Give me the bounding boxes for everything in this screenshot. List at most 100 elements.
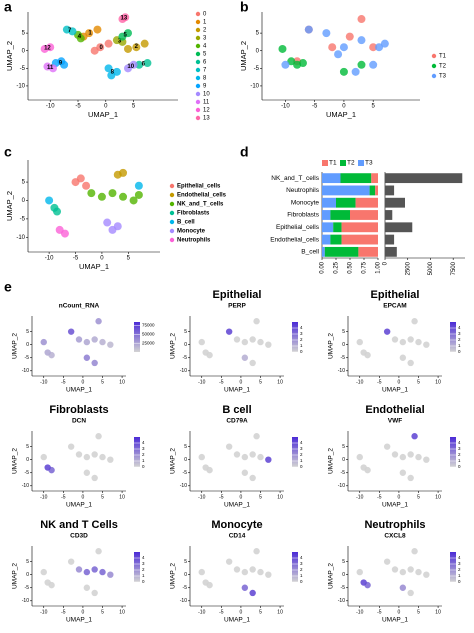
cell-point: [95, 548, 102, 555]
y-tick-label: -10: [250, 83, 259, 89]
point: [345, 32, 354, 41]
colorbar-label: 3: [458, 446, 461, 451]
y-tick-label: -5: [254, 66, 260, 72]
cell-point: [233, 451, 241, 458]
colorbar-label: 1: [458, 343, 461, 348]
colorbar: [292, 437, 298, 467]
legend-swatch: [195, 51, 201, 57]
cell-point: [241, 338, 249, 346]
legend-label: 13: [203, 116, 210, 122]
cell-point: [83, 584, 91, 591]
y-tick-label: 0: [342, 342, 345, 348]
x-tick-label: 5: [132, 104, 136, 110]
plot-title: NK and T Cells: [40, 519, 118, 531]
point: [278, 44, 287, 53]
colorbar-label: 2: [458, 452, 461, 457]
legend-label: Monocyte: [177, 229, 206, 235]
point: [134, 190, 143, 199]
cell-point: [44, 349, 51, 356]
legend-label: Epithelial_cells: [177, 184, 221, 190]
x-tick-label: 0.50: [348, 261, 354, 273]
colorbar: [450, 322, 456, 352]
cell-point: [44, 464, 51, 471]
y-tick-label: 0: [26, 342, 29, 348]
cell-point: [253, 318, 260, 325]
point: [298, 59, 307, 68]
y-axis-label: UMAP_2: [239, 41, 248, 71]
cell-point: [75, 566, 83, 573]
x-tick-label: 10: [119, 494, 125, 500]
cell-point: [67, 443, 75, 450]
cell-point: [249, 451, 256, 458]
point: [357, 15, 366, 24]
x-tick-label: -5: [61, 494, 66, 500]
bar-segment: [340, 173, 372, 184]
x-tick-label: 10: [435, 494, 441, 500]
y-tick-label: 5: [26, 444, 29, 450]
x-tick-label: 10: [277, 494, 283, 500]
colorbar-label: 1: [300, 573, 303, 578]
cell-point: [241, 568, 249, 576]
colorbar-label: 0: [300, 464, 303, 469]
x-tick-label: 10: [119, 609, 125, 615]
legend-swatch: [169, 237, 175, 243]
x-tick-label: 0: [82, 494, 85, 500]
bar: [385, 185, 395, 196]
category-label: Endothelial_cells: [270, 236, 320, 243]
colorbar-label: 4: [142, 555, 145, 560]
colorbar-label: 0: [458, 464, 461, 469]
colorbar-label: 0: [458, 349, 461, 354]
category-label: Neutrophils: [286, 187, 320, 194]
x-tick-label: -10: [198, 609, 205, 615]
point: [134, 181, 143, 190]
x-tick-label: 0: [342, 104, 346, 110]
x-tick-label: 10: [277, 609, 283, 615]
point: [60, 60, 69, 69]
cell-point: [407, 566, 414, 573]
cell-point: [415, 338, 422, 346]
point: [339, 67, 348, 76]
cell-point: [198, 568, 205, 576]
x-axis-label: UMAP_1: [382, 502, 408, 509]
x-tick-label: 0.00: [320, 261, 326, 273]
plot-title: Fibroblasts: [49, 404, 108, 416]
colorbar-label: 0: [300, 349, 303, 354]
x-tick-label: -10: [198, 494, 205, 500]
x-tick-label: 0: [240, 494, 243, 500]
y-axis-label: UMAP_2: [12, 563, 19, 589]
y-tick-label: 5: [184, 329, 187, 335]
bar-segment: [375, 185, 378, 196]
cell-point: [83, 568, 91, 576]
colorbar-label: 4: [300, 325, 303, 330]
cluster-label: 6: [142, 61, 146, 67]
bar-segment: [330, 234, 342, 245]
colorbar-label: 1: [458, 573, 461, 578]
cell-point: [225, 443, 233, 450]
cell-point: [241, 469, 249, 476]
colorbar-label: 1: [142, 573, 145, 578]
plot-subtitle: CD79A: [226, 418, 248, 425]
point: [135, 60, 144, 69]
bar-segment: [336, 197, 356, 208]
cell-point: [253, 433, 260, 440]
cell-point: [423, 341, 430, 348]
cell-point: [225, 328, 233, 335]
bar-segment: [322, 234, 331, 245]
colorbar-label: 2: [142, 567, 145, 572]
cell-point: [83, 354, 91, 361]
cell-point: [249, 589, 256, 597]
legend-swatch: [340, 160, 346, 166]
y-tick-label: -5: [183, 585, 188, 591]
cluster-label: 4: [78, 34, 82, 40]
cell-point: [411, 433, 418, 440]
cell-point: [356, 338, 363, 346]
colorbar: [292, 322, 298, 352]
point: [76, 34, 85, 43]
point: [129, 60, 138, 69]
legend-swatch: [169, 210, 175, 216]
legend-label: NK_and_T_cells: [177, 202, 224, 208]
point: [281, 60, 290, 69]
legend-swatch: [431, 73, 437, 79]
legend-swatch: [195, 11, 201, 17]
